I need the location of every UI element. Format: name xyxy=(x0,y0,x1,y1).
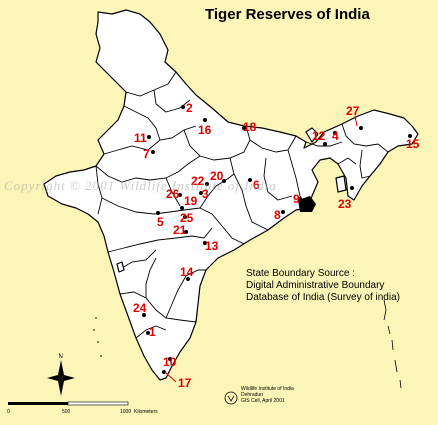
compass-rose: N xyxy=(47,354,75,396)
reserve-label-15: 15 xyxy=(406,137,420,151)
reserve-dot-13 xyxy=(203,241,207,245)
state-boundaries xyxy=(95,71,389,339)
source-line-3: Database of India (Survey of india) xyxy=(246,292,400,303)
reserve-dot-5 xyxy=(156,211,160,215)
reserve-label-3: 3 xyxy=(202,187,209,201)
reserve-dot-12 xyxy=(323,142,327,146)
reserve-dot-3 xyxy=(199,191,203,195)
reserve-label-27: 27 xyxy=(346,104,360,118)
reserve-label-26: 26 xyxy=(166,187,180,201)
reserve-label-20: 20 xyxy=(210,169,224,183)
reserve-label-13: 13 xyxy=(205,239,219,253)
reserve-label-11: 11 xyxy=(134,131,147,145)
reserve-dot-25 xyxy=(183,215,187,219)
sundarbans-shape xyxy=(298,196,316,212)
reserve-dot-16 xyxy=(203,118,207,122)
reserve-label-4: 4 xyxy=(332,129,339,143)
reserve-dot-14 xyxy=(186,277,190,281)
wii-logo xyxy=(224,391,238,405)
reserve-label-7: 7 xyxy=(143,147,150,161)
credit-line-2: Dehradun xyxy=(241,392,263,398)
reserve-label-21: 21 xyxy=(173,223,187,237)
map-credit: Wildlife Institute of India Dehradun GIS… xyxy=(241,386,294,404)
reserve-label-9: 9 xyxy=(293,192,300,206)
scale-bar: 0 500 1000 Kilometers xyxy=(7,401,158,415)
reserve-dot-15 xyxy=(408,134,412,138)
reserve-label-23: 23 xyxy=(338,197,352,211)
reserve-dot-9 xyxy=(298,197,302,201)
reserve-dot-23 xyxy=(350,186,354,190)
scale-label-500: 500 xyxy=(62,409,71,415)
reserve-label-1: 1 xyxy=(149,325,156,339)
boundary-source-note: State Boundary Source : Digital Administ… xyxy=(246,268,400,304)
credit-line-3: GIS Cell, April 2001 xyxy=(241,398,285,404)
reserve-label-12: 12 xyxy=(312,129,326,143)
reserve-dot-2 xyxy=(181,105,185,109)
reserve-label-5: 5 xyxy=(157,215,164,229)
compass-north-label: N xyxy=(59,354,63,360)
tripura-outline xyxy=(335,175,347,193)
reserve-dot-1 xyxy=(146,331,150,335)
reserve-label-19: 19 xyxy=(184,194,198,208)
reserve-label-17: 17 xyxy=(178,376,192,390)
reserve-dot-27 xyxy=(359,126,363,130)
reserve-label-8: 8 xyxy=(274,208,281,222)
source-line-1: State Boundary Source : xyxy=(246,268,355,279)
reserve-label-16: 16 xyxy=(198,123,212,137)
reserve-dot-7 xyxy=(151,150,155,154)
reserve-dot-6 xyxy=(248,178,252,182)
map-title: Tiger Reserves of India xyxy=(205,6,370,23)
reserve-dot-8 xyxy=(281,210,285,214)
reserve-dot-20 xyxy=(222,179,226,183)
reserve-dot-4 xyxy=(333,131,337,135)
reserve-label-18: 18 xyxy=(243,120,257,134)
reserve-label-10: 10 xyxy=(163,355,177,369)
reserve-label-2: 2 xyxy=(186,101,193,115)
reserve-dot-21 xyxy=(184,230,188,234)
reserve-dot-17 xyxy=(162,370,166,374)
leader-line-27 xyxy=(354,115,358,127)
reserve-dot-26 xyxy=(178,193,182,197)
reserve-dot-24 xyxy=(142,313,146,317)
reserve-label-25: 25 xyxy=(180,211,194,225)
credit-line-1: Wildlife Institute of India xyxy=(241,386,294,392)
reserve-label-22: 22 xyxy=(191,174,205,188)
andaman-islands xyxy=(383,299,402,389)
reserve-label-14: 14 xyxy=(180,265,194,279)
copyright-watermark: Copyright © 2001 Wildlife Institute of I… xyxy=(4,178,277,193)
sikkim-outline xyxy=(305,127,319,143)
scale-label-0: 0 xyxy=(7,409,10,415)
reserve-dot-18 xyxy=(242,126,246,130)
leader-line-17 xyxy=(164,371,177,383)
goa-outline xyxy=(116,261,125,273)
source-line-2: Digital Administrative Boundary xyxy=(246,280,385,291)
reserve-dot-10 xyxy=(168,357,172,361)
reserve-label-6: 6 xyxy=(253,178,260,192)
lakshadweep-islands xyxy=(93,317,102,357)
reserve-dot-11 xyxy=(147,135,151,139)
scale-unit: Kilometers xyxy=(134,409,158,415)
reserve-label-24: 24 xyxy=(133,301,147,315)
reserve-dot-22 xyxy=(205,182,209,186)
reserve-dot-19 xyxy=(180,206,184,210)
india-mainland xyxy=(43,9,419,381)
scale-label-1000: 1000 xyxy=(120,409,131,415)
